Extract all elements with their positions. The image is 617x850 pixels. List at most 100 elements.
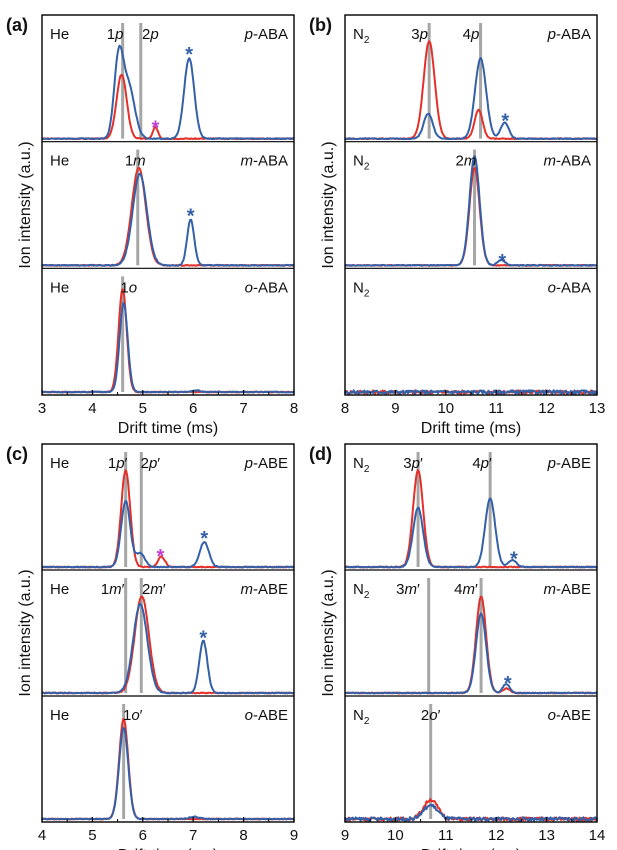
gas-label: N2 bbox=[353, 455, 370, 475]
gas-name: He bbox=[50, 26, 69, 43]
y-axis-label: Ion intensity (a.u.) bbox=[17, 141, 34, 268]
peak-isomer: p bbox=[115, 455, 124, 472]
sample-suffix: -ABE bbox=[253, 455, 288, 472]
panel-letter: (c) bbox=[6, 444, 28, 464]
star-marker: * bbox=[501, 111, 509, 133]
peak-prime: ′ bbox=[157, 455, 160, 472]
gas-subscript: 2 bbox=[364, 590, 370, 601]
gas-label: He bbox=[50, 153, 69, 170]
peak-label: 1o bbox=[120, 279, 137, 296]
gas-label: N2 bbox=[353, 153, 370, 173]
sample-label: m-ABA bbox=[543, 153, 591, 170]
sample-prefix: o bbox=[245, 707, 253, 724]
panel-letter: (a) bbox=[6, 15, 28, 35]
sample-suffix: -ABE bbox=[556, 707, 591, 724]
x-tick-label: 9 bbox=[290, 827, 298, 844]
peak-isomer: o bbox=[129, 279, 137, 296]
x-tick-label: 5 bbox=[139, 400, 147, 417]
gas-label: N2 bbox=[353, 581, 370, 601]
peak-prime: ′ bbox=[417, 581, 420, 598]
gas-label: N2 bbox=[353, 707, 370, 727]
plot-frame bbox=[41, 443, 295, 823]
peak-prime: ′ bbox=[163, 581, 166, 598]
gas-name: He bbox=[50, 581, 69, 598]
blue-trace bbox=[41, 727, 295, 821]
blue-trace bbox=[41, 602, 295, 695]
red-trace bbox=[41, 166, 295, 267]
peak-number: 1 bbox=[108, 455, 116, 472]
peak-isomer: m bbox=[462, 581, 475, 598]
star-marker: * bbox=[200, 528, 208, 550]
peak-number: 3 bbox=[403, 455, 411, 472]
sample-label: o-ABA bbox=[245, 279, 288, 296]
blue-trace bbox=[344, 497, 598, 569]
sample-prefix: m bbox=[240, 153, 253, 170]
gas-label: N2 bbox=[353, 26, 370, 46]
peak-prime: ′ bbox=[475, 581, 478, 598]
peak-number: 2 bbox=[141, 455, 149, 472]
blue-trace bbox=[41, 172, 295, 267]
peak-label: 4p bbox=[463, 26, 480, 43]
peak-number: 3 bbox=[396, 581, 404, 598]
sample-label: p-ABE bbox=[547, 455, 591, 472]
x-tick-label: 6 bbox=[139, 827, 147, 844]
red-trace bbox=[41, 73, 295, 141]
blue-trace bbox=[344, 803, 598, 822]
panel-letter: (d) bbox=[309, 444, 332, 464]
sample-suffix: -ABE bbox=[556, 455, 591, 472]
x-tick-label: 11 bbox=[438, 827, 454, 844]
sample-label: m-ABE bbox=[240, 581, 288, 598]
peak-number: 4 bbox=[472, 455, 480, 472]
peak-number: 1 bbox=[107, 26, 115, 43]
red-trace bbox=[41, 469, 295, 569]
gas-name: He bbox=[50, 153, 69, 170]
star-marker: * bbox=[157, 546, 165, 568]
x-tick-label: 4 bbox=[38, 827, 46, 844]
sample-prefix: p bbox=[244, 26, 253, 43]
sample-prefix: o bbox=[548, 279, 556, 296]
peak-label: 1o′ bbox=[123, 707, 143, 724]
gas-name: He bbox=[50, 455, 69, 472]
sample-suffix: -ABE bbox=[253, 707, 288, 724]
peak-isomer: p bbox=[419, 26, 428, 43]
peak-label: 1p bbox=[107, 26, 124, 43]
peak-number: 1 bbox=[123, 707, 131, 724]
x-tick-label: 9 bbox=[391, 400, 399, 417]
sample-prefix: p bbox=[244, 455, 253, 472]
sample-suffix: -ABE bbox=[253, 581, 288, 598]
star-marker: * bbox=[504, 673, 512, 695]
sample-suffix: -ABA bbox=[253, 153, 288, 170]
x-tick-label: 12 bbox=[538, 400, 555, 417]
x-axis-label: Drift time (ms) bbox=[118, 847, 218, 850]
peak-isomer: p bbox=[148, 455, 157, 472]
x-tick-label: 10 bbox=[387, 827, 404, 844]
x-tick-label: 6 bbox=[189, 400, 197, 417]
sample-suffix: -ABE bbox=[556, 581, 591, 598]
x-tick-label: 7 bbox=[239, 400, 247, 417]
peak-number: 1 bbox=[101, 581, 109, 598]
sample-label: o-ABE bbox=[245, 707, 288, 724]
gas-subscript: 2 bbox=[364, 464, 370, 475]
x-tick-label: 14 bbox=[589, 827, 606, 844]
sample-suffix: -ABA bbox=[253, 279, 288, 296]
peak-prime: ′ bbox=[420, 455, 423, 472]
x-tick-label: 10 bbox=[437, 400, 454, 417]
peak-number: 3 bbox=[411, 26, 419, 43]
sample-suffix: -ABA bbox=[556, 26, 591, 43]
red-trace bbox=[41, 595, 295, 695]
x-axis-label: Drift time (ms) bbox=[118, 420, 218, 437]
x-tick-label: 4 bbox=[88, 400, 96, 417]
gas-subscript: 2 bbox=[364, 35, 370, 46]
sample-label: o-ABE bbox=[548, 707, 591, 724]
peak-isomer: m bbox=[109, 581, 122, 598]
peak-label: 4p′ bbox=[472, 455, 492, 472]
